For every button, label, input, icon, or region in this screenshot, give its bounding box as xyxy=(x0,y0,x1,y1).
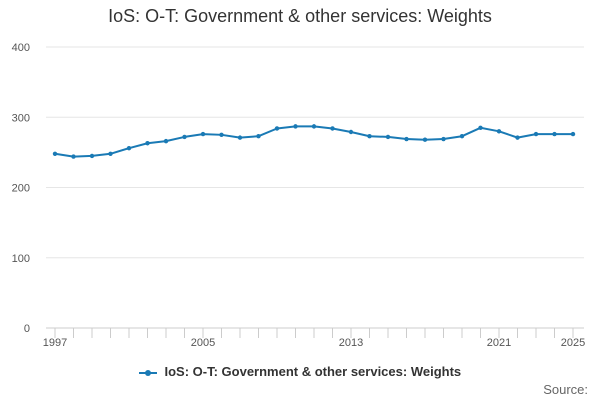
data-point xyxy=(71,154,76,159)
x-tick-label: 2013 xyxy=(339,337,363,349)
data-point xyxy=(126,145,132,151)
series-group xyxy=(52,124,576,159)
series-line xyxy=(54,125,573,158)
x-tick-label: 2005 xyxy=(191,337,215,349)
data-point xyxy=(237,135,243,140)
x-tick-label: 2021 xyxy=(487,337,511,349)
data-point xyxy=(422,137,428,142)
legend-label: IoS: O-T: Government & other services: W… xyxy=(164,364,462,379)
y-tick-label: 100 xyxy=(12,253,30,265)
gridlines xyxy=(46,46,584,259)
data-point xyxy=(145,141,150,146)
data-point xyxy=(459,134,465,139)
source-label: Source: xyxy=(543,382,588,397)
data-point xyxy=(52,151,58,156)
chart-title: IoS: O-T: Government & other services: W… xyxy=(108,6,492,26)
data-point xyxy=(348,129,354,135)
data-point xyxy=(311,124,317,129)
data-point xyxy=(256,134,261,139)
data-point xyxy=(274,126,280,131)
data-point xyxy=(200,131,206,137)
data-point xyxy=(441,136,446,142)
y-tick-label: 400 xyxy=(12,42,30,54)
legend-swatch-icon xyxy=(138,367,157,379)
data-point xyxy=(219,132,224,138)
data-point xyxy=(496,129,502,134)
x-tick-label: 1997 xyxy=(43,337,67,349)
data-point xyxy=(515,135,520,140)
y-tick-label: 200 xyxy=(12,183,30,195)
data-point xyxy=(404,136,409,142)
data-point xyxy=(367,134,372,139)
data-point xyxy=(570,131,576,137)
data-point xyxy=(89,153,95,159)
legend[interactable]: IoS: O-T: Government & other services: W… xyxy=(0,364,600,379)
data-point xyxy=(182,134,187,140)
data-point xyxy=(163,138,169,144)
x-axis: 1997 2005 2013 2021 2025 xyxy=(43,327,585,349)
data-point xyxy=(385,134,391,140)
data-point xyxy=(330,126,335,131)
data-point xyxy=(552,131,557,137)
data-point xyxy=(108,151,113,156)
data-point xyxy=(533,131,539,137)
data-point xyxy=(293,124,298,129)
y-axis: 0 100 200 300 400 xyxy=(12,42,30,335)
x-tick-label: 2025 xyxy=(561,337,585,349)
data-point xyxy=(478,125,483,130)
y-tick-label: 300 xyxy=(12,112,30,124)
y-tick-label: 0 xyxy=(24,323,30,335)
